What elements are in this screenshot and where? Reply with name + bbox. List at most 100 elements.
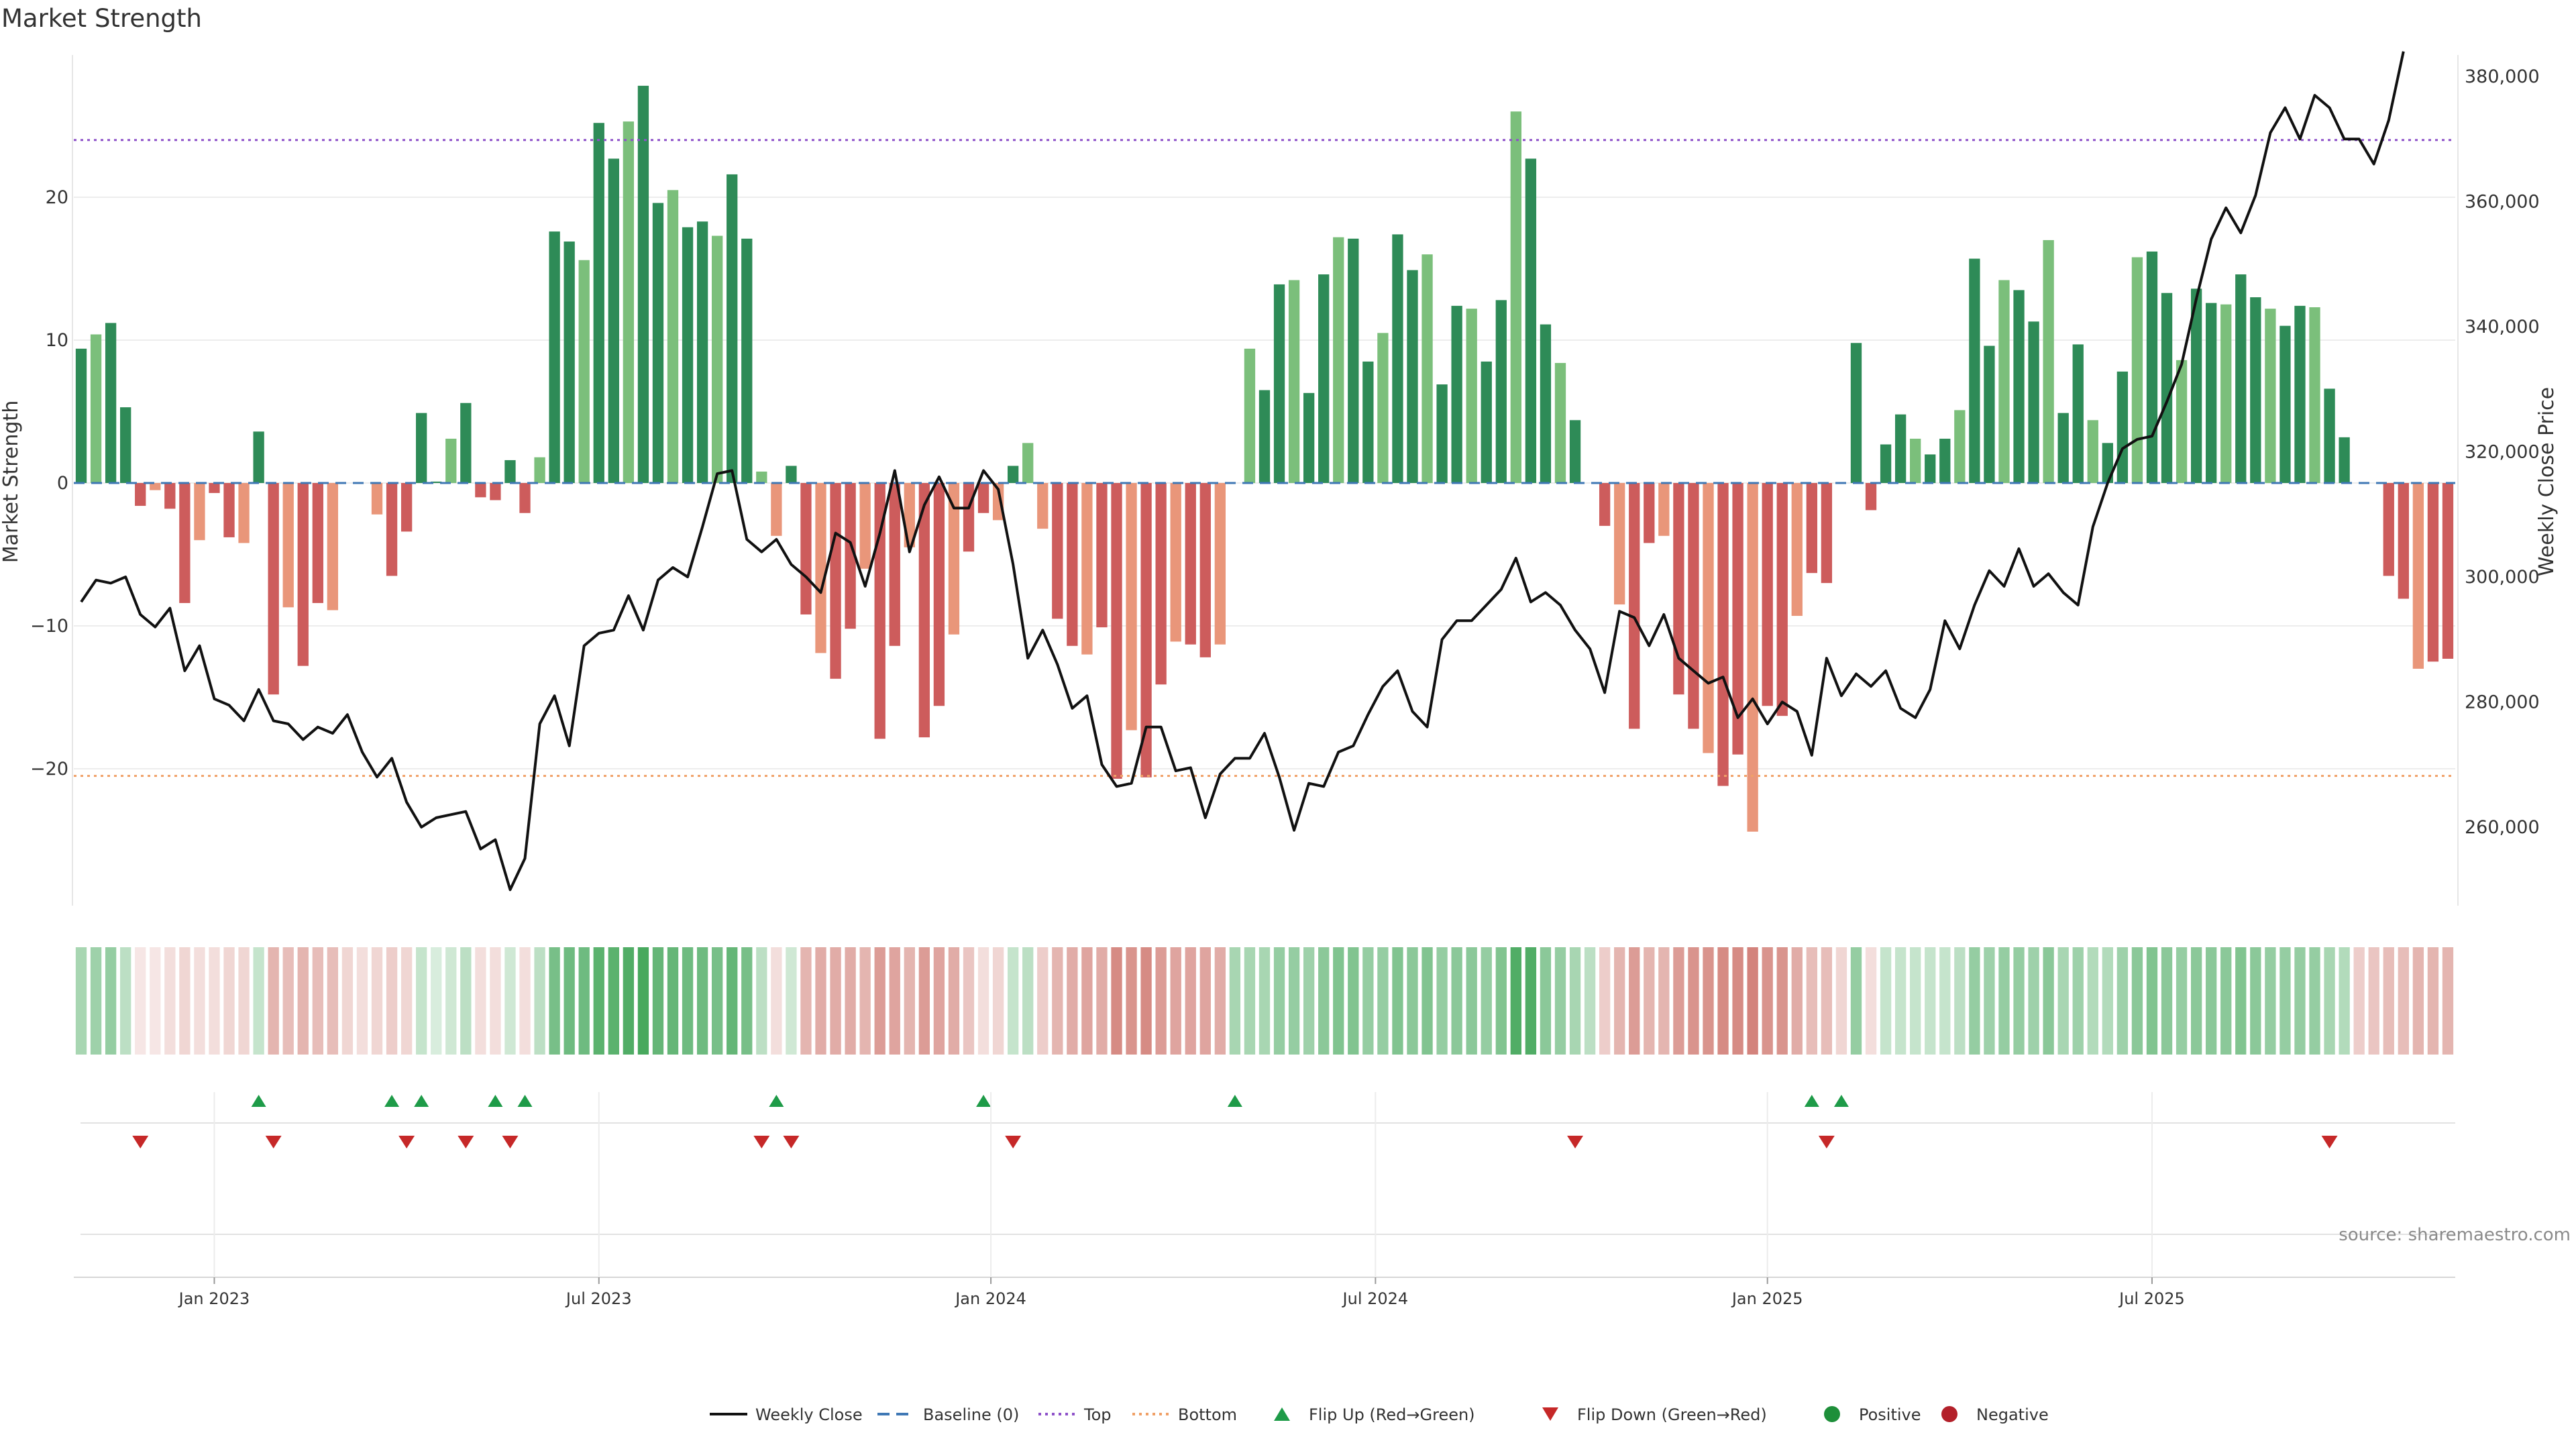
- heat-cell: [1880, 947, 1892, 1055]
- heat-cell: [1111, 947, 1122, 1055]
- strength-bar: [2013, 290, 2025, 483]
- heat-cell: [1481, 947, 1492, 1055]
- flip-down-marker: [458, 1136, 474, 1148]
- strength-bar: [1303, 392, 1315, 483]
- y2-tick-label: 280,000: [2465, 692, 2540, 713]
- heat-cell: [297, 947, 309, 1055]
- strength-bar: [800, 483, 812, 614]
- heat-cell: [1969, 947, 1980, 1055]
- strength-bar: [209, 483, 220, 493]
- heat-cell: [2279, 947, 2291, 1055]
- x-tick-label: Jan 2025: [1731, 1289, 1803, 1308]
- strength-bar: [1776, 483, 1788, 716]
- y-tick-label: 0: [57, 473, 68, 494]
- flip-down-marker: [1005, 1136, 1022, 1148]
- y2-tick-label: 340,000: [2465, 317, 2540, 337]
- heat-cell: [741, 947, 753, 1055]
- strength-bar: [2309, 307, 2320, 483]
- strength-bar: [371, 483, 383, 515]
- strength-bar: [1644, 483, 1655, 543]
- strength-bar: [727, 174, 738, 483]
- heat-cell: [416, 947, 427, 1055]
- y2-axis-label: Weekly Close Price: [2535, 387, 2559, 576]
- strength-bar: [1244, 348, 1256, 483]
- heat-cell: [2087, 947, 2098, 1055]
- heat-cell: [1806, 947, 1817, 1055]
- heat-cell: [1466, 947, 1477, 1055]
- heat-cell: [1333, 947, 1344, 1055]
- heat-cell: [327, 947, 339, 1055]
- heat-cell: [1273, 947, 1285, 1055]
- heat-cell: [1407, 947, 1418, 1055]
- heat-cell: [608, 947, 619, 1055]
- strength-bar: [741, 238, 753, 483]
- heat-cell: [2043, 947, 2054, 1055]
- strength-bar: [1673, 483, 1684, 695]
- heat-cell: [1214, 947, 1226, 1055]
- flip-down-marker: [398, 1136, 415, 1148]
- strength-bar: [2383, 483, 2394, 576]
- legend-label: Baseline (0): [923, 1405, 1019, 1424]
- legend-swatch-dot: [1941, 1406, 1957, 1422]
- heat-cell: [667, 947, 679, 1055]
- strength-bar: [564, 241, 575, 483]
- heat-cell: [386, 947, 398, 1055]
- heat-cell: [1096, 947, 1108, 1055]
- heat-cell: [1865, 947, 1877, 1055]
- strength-bar: [445, 438, 457, 483]
- strength-bar: [1688, 483, 1699, 729]
- flip-up-marker: [488, 1095, 503, 1107]
- strength-bar: [1540, 324, 1552, 483]
- legend-label: Positive: [1859, 1405, 1921, 1424]
- strength-bar: [1821, 483, 1833, 584]
- heat-cell: [1185, 947, 1196, 1055]
- heat-cell: [431, 947, 442, 1055]
- legend-item: Top: [1038, 1405, 1112, 1424]
- date-axis: Jan 2023 Jul 2023 Jan 2024 Jul 2024 Jan 2025…: [74, 1092, 2455, 1308]
- legend-item: Flip Up (Red→Green): [1274, 1405, 1475, 1424]
- heat-cell: [889, 947, 900, 1055]
- flip-down-marker: [132, 1136, 149, 1148]
- strength-bar: [1288, 280, 1300, 483]
- strength-bar: [815, 483, 826, 653]
- strength-bar: [2279, 325, 2291, 483]
- price-line-layer: [80, 51, 2405, 892]
- heat-cell: [756, 947, 767, 1055]
- strength-bar: [2057, 413, 2069, 483]
- heat-cell: [1599, 947, 1611, 1055]
- heat-cell: [238, 947, 250, 1055]
- heat-cell: [859, 947, 871, 1055]
- heat-cell: [1140, 947, 1152, 1055]
- strength-bar: [194, 483, 205, 541]
- strength-bar: [1126, 483, 1137, 731]
- heat-cell: [727, 947, 738, 1055]
- legend-item: Positive: [1824, 1405, 1921, 1424]
- strength-bar: [963, 483, 975, 552]
- y-tick-label: 20: [46, 187, 68, 208]
- legend-label: Negative: [1976, 1405, 2049, 1424]
- flip-down-marker: [2321, 1136, 2338, 1148]
- strength-bar: [1466, 309, 1477, 483]
- strength-bar: [1037, 483, 1049, 529]
- strength-bar: [1703, 483, 1714, 753]
- heat-cell: [2072, 947, 2084, 1055]
- heat-cell: [2324, 947, 2335, 1055]
- strength-bar: [534, 457, 545, 483]
- legend-label: Weekly Close: [755, 1405, 863, 1424]
- flip-up-marker: [1833, 1095, 1849, 1107]
- strength-bar: [164, 483, 176, 509]
- strength-bar: [578, 260, 590, 483]
- heat-cell: [564, 947, 575, 1055]
- strength-bar: [2043, 239, 2054, 483]
- heat-cell: [164, 947, 176, 1055]
- heat-cell: [1717, 947, 1729, 1055]
- strength-bar: [637, 85, 649, 484]
- heat-cell: [1052, 947, 1063, 1055]
- heat-cell: [1288, 947, 1300, 1055]
- strength-bar: [1658, 483, 1670, 536]
- strength-bar: [1894, 414, 1907, 483]
- heat-cell: [1436, 947, 1448, 1055]
- legend-swatch-flip-down: [1542, 1407, 1558, 1421]
- legend-label: Top: [1083, 1405, 1112, 1424]
- strength-bar: [400, 483, 413, 532]
